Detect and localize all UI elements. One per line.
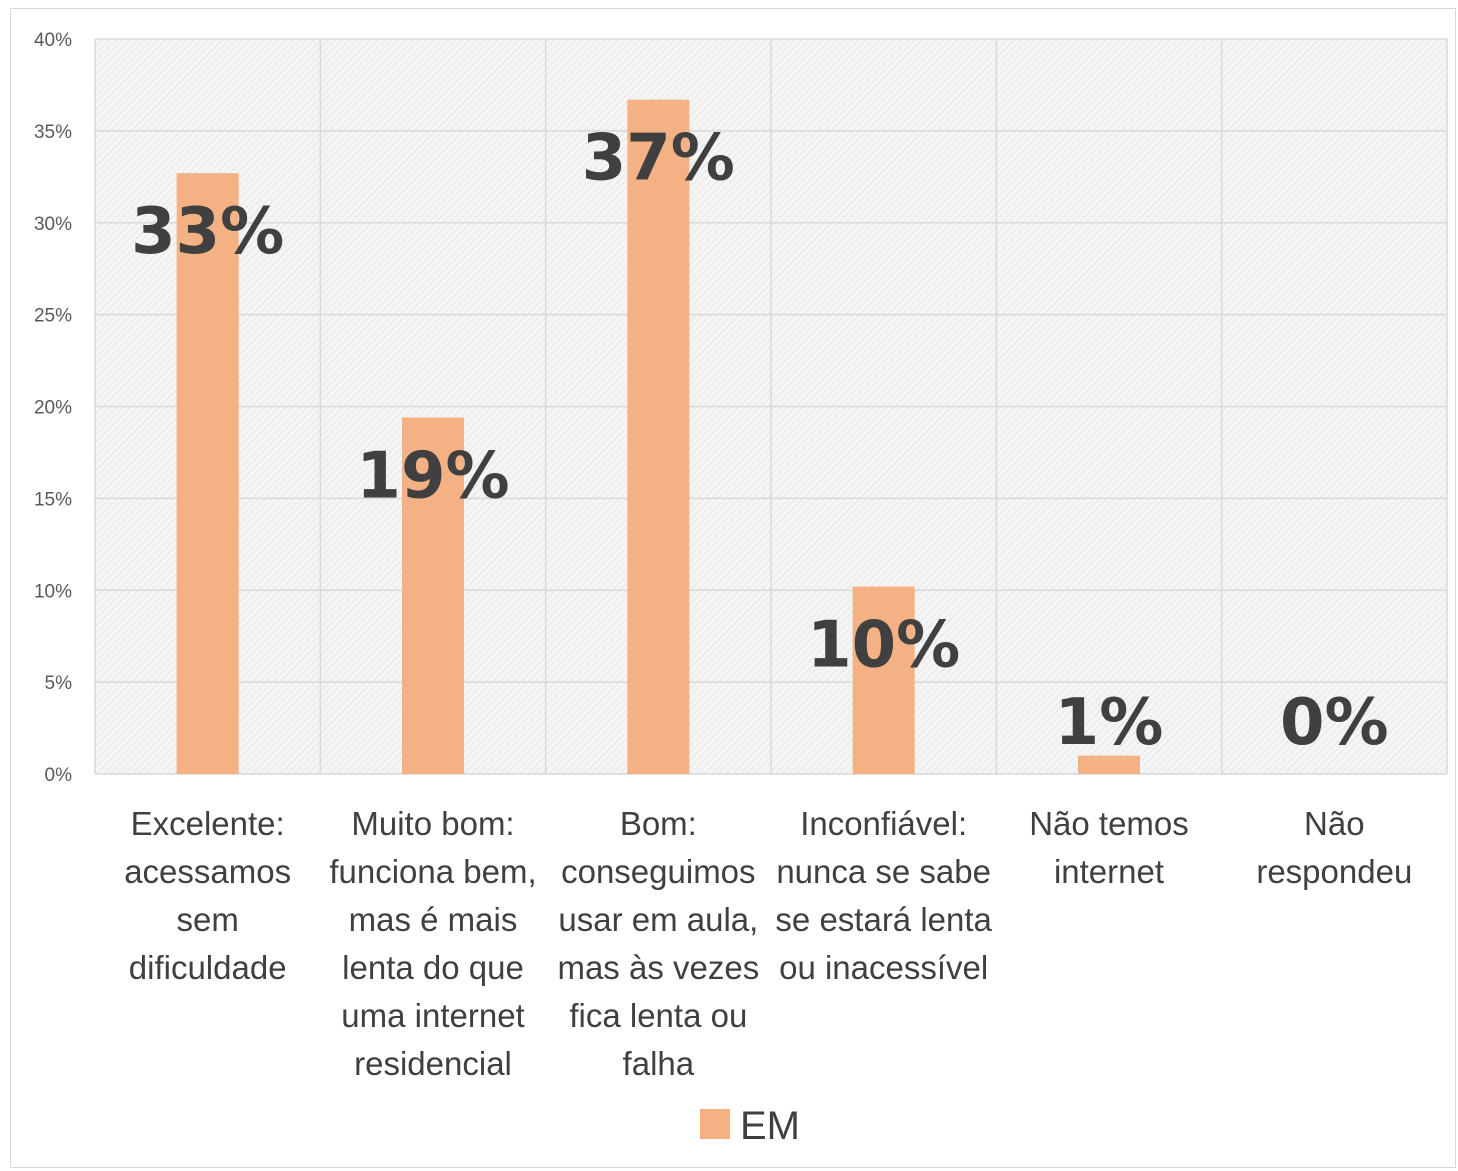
x-category-label-line: fica lenta ou — [569, 997, 747, 1034]
legend: EM — [700, 1104, 800, 1148]
x-category-label-line: Bom: — [620, 805, 697, 842]
x-category-label-line: Não temos — [1029, 805, 1189, 842]
x-category-label-line: residencial — [354, 1045, 512, 1082]
x-category-label-line: respondeu — [1256, 853, 1412, 890]
bar — [1078, 755, 1140, 774]
x-category-label-line: ou inacessível — [779, 949, 988, 986]
legend-swatch — [700, 1109, 730, 1139]
x-category-label-line: Inconfiável: — [800, 805, 967, 842]
data-label: 37% — [582, 122, 735, 196]
bar — [176, 173, 239, 774]
x-category-label: Não temos internet — [1029, 805, 1189, 890]
data-label: 10% — [807, 609, 960, 683]
x-category-label-line: mas é mais — [349, 901, 518, 938]
x-category-label-line: falha — [623, 1045, 695, 1082]
x-category-label-line: nunca se sabe — [776, 853, 991, 890]
x-category-label: Muito bom: funciona bem, mas é mais lenta d… — [329, 805, 536, 1082]
x-category-label-line: mas às vezes — [557, 949, 759, 986]
chart-frame — [10, 8, 1456, 1168]
legend-label: EM — [740, 1104, 800, 1148]
x-category-label: Inconfiável: nunca se sabe se estará lenta… — [775, 805, 992, 986]
data-label: 1% — [1055, 686, 1164, 760]
y-tick-label: 15% — [34, 489, 72, 510]
y-tick-label: 30% — [34, 214, 72, 235]
x-category-label-line: internet — [1054, 853, 1164, 890]
y-tick-label: 10% — [34, 581, 72, 602]
x-category-label-line: sem — [176, 901, 238, 938]
data-label: 33% — [131, 195, 284, 269]
x-category-label-line: dificuldade — [129, 949, 287, 986]
x-category-label-line: Excelente: — [131, 805, 285, 842]
bar — [852, 586, 915, 774]
y-tick-label: 40% — [34, 30, 72, 51]
y-tick-label: 0% — [45, 765, 73, 786]
x-category-label: Não respondeu — [1256, 805, 1412, 890]
bar — [627, 99, 690, 774]
data-label: 0% — [1280, 686, 1389, 760]
x-category-label-line: acessamos — [124, 853, 291, 890]
x-category-label-line: usar em aula, — [558, 901, 758, 938]
x-category-label-line: Não — [1304, 805, 1365, 842]
y-tick-label: 35% — [34, 122, 72, 143]
bar — [402, 417, 464, 774]
x-category-label-line: conseguimos — [561, 853, 755, 890]
data-label: 19% — [356, 440, 509, 514]
y-tick-label: 25% — [34, 306, 72, 327]
x-category-label-line: se estará lenta — [775, 901, 992, 938]
y-tick-label: 5% — [45, 673, 73, 694]
x-category-label-line: funciona bem, — [329, 853, 536, 890]
x-category-label: Excelente: acessamos sem dificuldade — [124, 805, 291, 986]
x-category-label-line: uma internet — [341, 997, 524, 1034]
x-category-label-line: lenta do que — [342, 949, 524, 986]
y-tick-label: 20% — [34, 398, 72, 419]
x-category-label: Bom: conseguimos usar em aula, mas às vezes… — [557, 805, 759, 1082]
x-category-label-line: Muito bom: — [351, 805, 514, 842]
